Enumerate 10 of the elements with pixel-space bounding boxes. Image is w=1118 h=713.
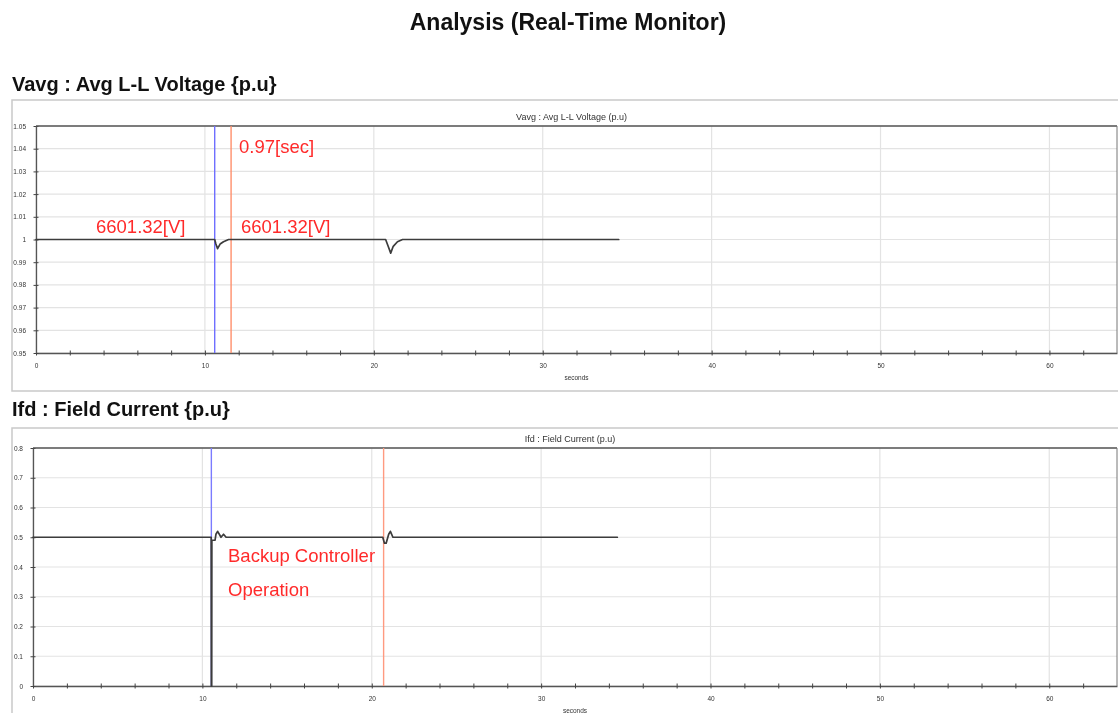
annotation: 6601.32[V] — [241, 215, 331, 237]
annotation: 6601.32[V] — [96, 215, 186, 237]
text: Analysis (Real-Time Monitor) — [409, 9, 727, 35]
chart-subtitle: Ifd : Field Current (p.u) — [524, 434, 616, 444]
chart-title: Vavg : Avg L-L Voltage {p.u} — [12, 73, 277, 95]
chart-subtitle: Vavg : Avg L-L Voltage (p.u) — [516, 112, 627, 122]
chart-title: Ifd : Field Current {p.u} — [12, 398, 230, 420]
annotation: 0.97[sec] — [239, 135, 315, 157]
annotation: Operation — [228, 578, 310, 600]
annotation: Backup Controller — [228, 544, 376, 566]
